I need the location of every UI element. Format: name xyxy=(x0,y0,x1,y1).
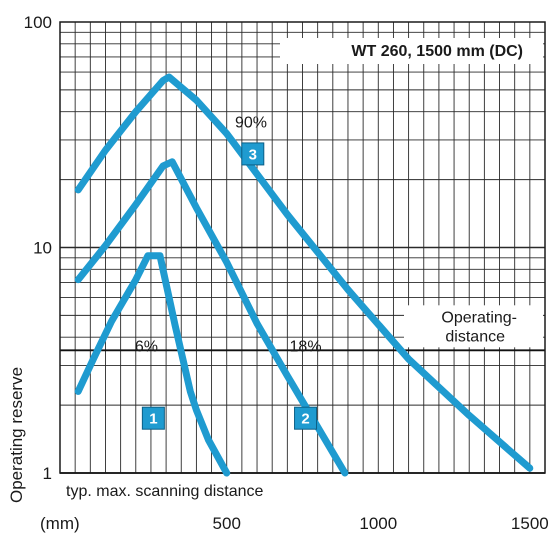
axis-tick-labels: 1 10 100 500 1000 1500 xyxy=(24,13,549,533)
operating-distance-label-line2: distance xyxy=(445,328,505,345)
title-box: WT 260, 1500 mm (DC) xyxy=(280,38,543,64)
series-badge-number-2: 2 xyxy=(301,411,309,428)
scanning-distance-note: typ. max. scanning distance xyxy=(66,483,264,500)
x-unit-label: (mm) xyxy=(40,514,80,533)
y-tick-label: 1 xyxy=(43,464,52,483)
series-label-1: 6% xyxy=(135,339,158,356)
series-badge-number-1: 1 xyxy=(149,411,157,428)
y-tick-label: 10 xyxy=(33,239,52,258)
scanning-distance-box: typ. max. scanning distance xyxy=(61,475,309,503)
operating-distance-label-line1: Operating- xyxy=(441,309,517,326)
series-badge-number-3: 3 xyxy=(249,146,257,163)
x-tick-label: 500 xyxy=(213,514,241,533)
y-tick-label: 100 xyxy=(24,13,52,32)
x-tick-label: 1000 xyxy=(359,514,397,533)
x-tick-label: 1500 xyxy=(511,514,549,533)
y-axis-label: Operating reserve xyxy=(7,367,26,503)
series-label-2: 18% xyxy=(290,339,322,356)
series-label-3: 90% xyxy=(235,115,267,132)
operating-distance-box: Operating- distance xyxy=(404,305,543,347)
series-line-1 xyxy=(78,256,227,473)
chart-title: WT 260, 1500 mm (DC) xyxy=(351,43,523,60)
